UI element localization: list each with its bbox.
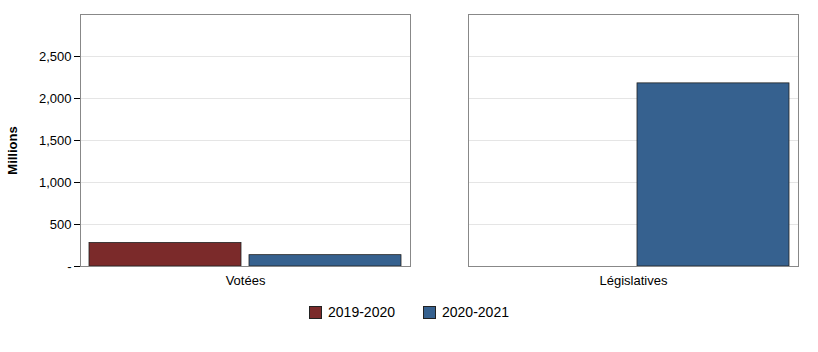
svg-text:Votées: Votées xyxy=(226,273,266,288)
svg-text:2,000: 2,000 xyxy=(39,91,72,106)
svg-text:500: 500 xyxy=(50,217,72,232)
svg-text:Législatives: Législatives xyxy=(600,273,668,288)
svg-text:1,000: 1,000 xyxy=(39,175,72,190)
svg-text:-: - xyxy=(67,259,71,274)
svg-text:2,500: 2,500 xyxy=(39,49,72,64)
html-text:2020-2021: 2020-2021 xyxy=(442,304,509,320)
svg-text:1,500: 1,500 xyxy=(39,133,72,148)
html-text:2019-2020: 2019-2020 xyxy=(328,304,395,320)
html-text:Millions: Millions xyxy=(4,125,20,175)
